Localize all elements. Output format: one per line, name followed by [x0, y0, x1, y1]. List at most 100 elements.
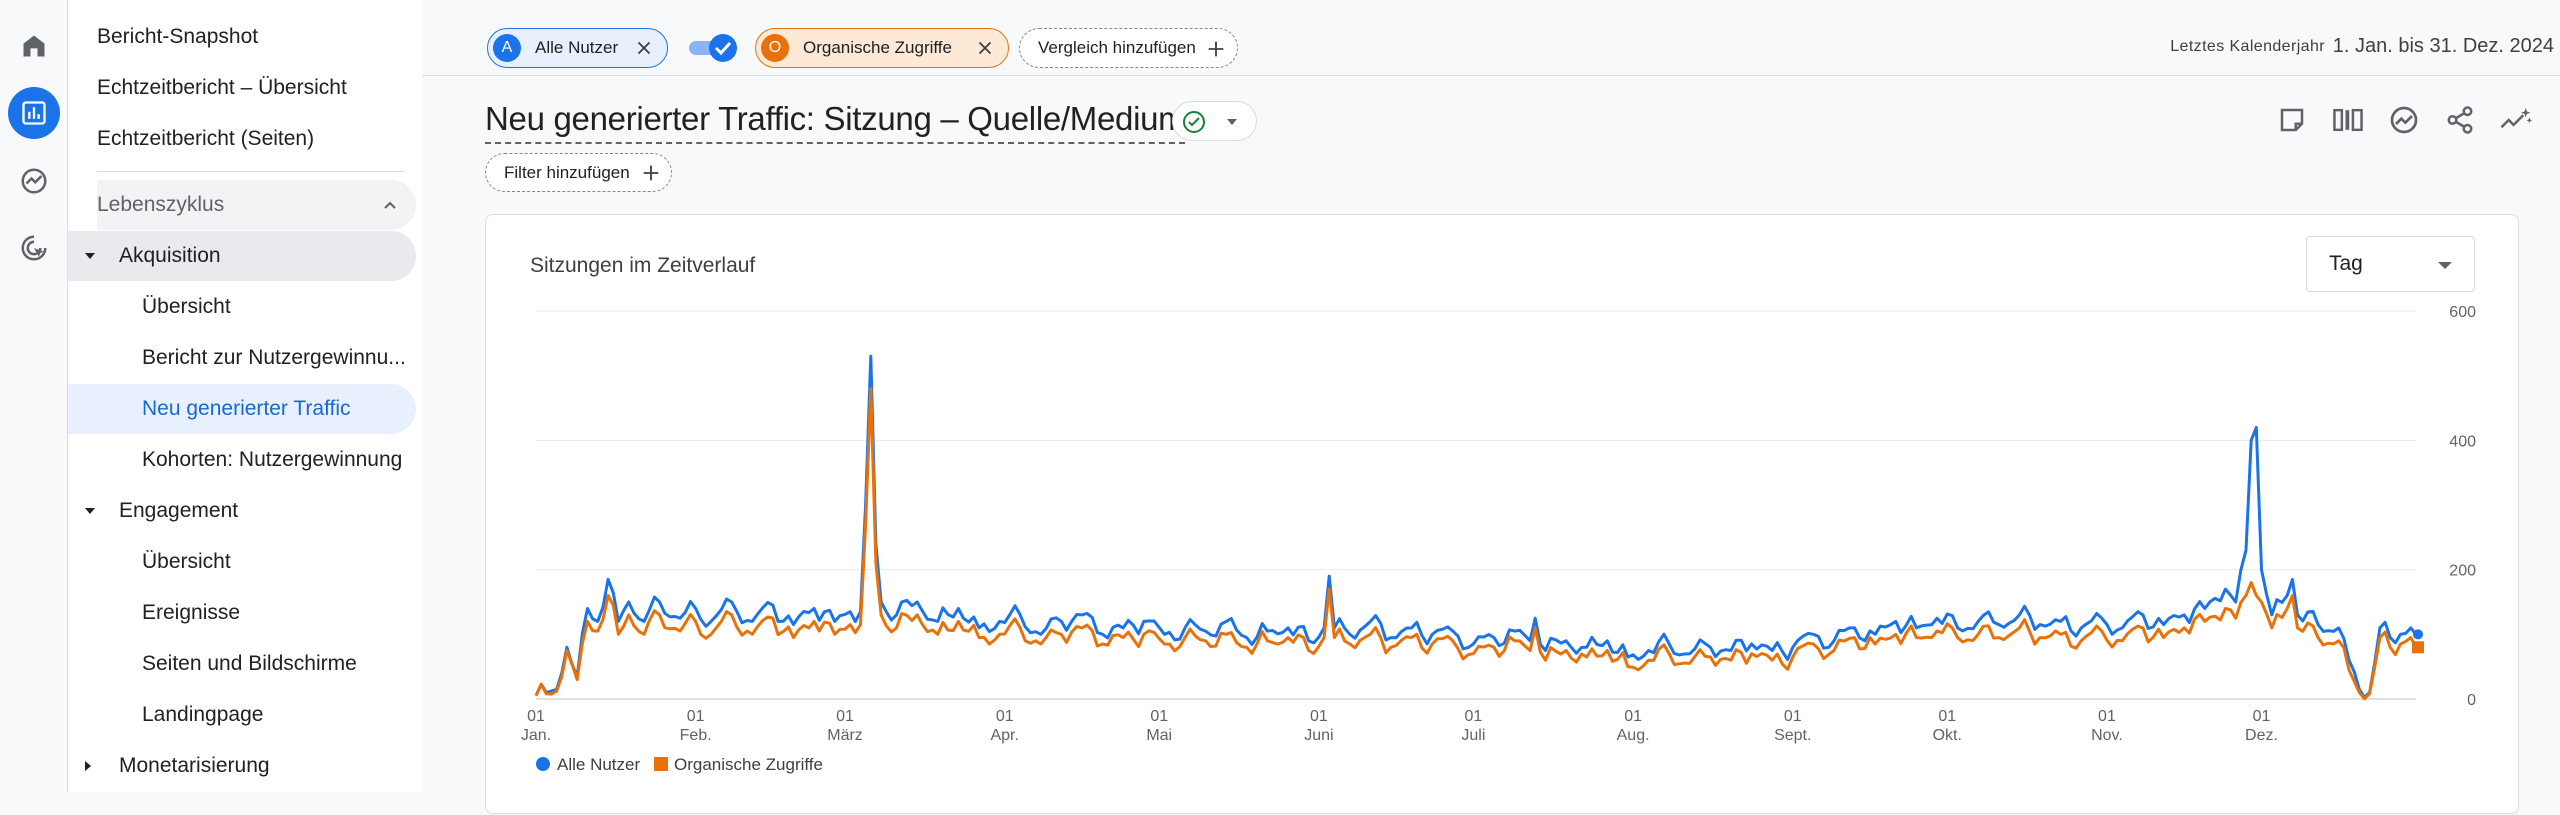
granularity-select[interactable]: Tag: [2306, 236, 2475, 292]
segment-label: Organische Zugriffe: [803, 38, 952, 57]
x-tick-day: 01: [1784, 708, 1802, 725]
sessions-line-chart: 0 200 400 600 01 Jan. 01 Feb. 01 März 01 Apr. 01 Mai 0…: [521, 304, 2476, 774]
nav-label: Echtzeitbericht (Seiten): [97, 127, 315, 150]
x-tick-month: Apr.: [990, 727, 1018, 744]
x-tick-day: 01: [2098, 708, 2116, 725]
nav-label: Echtzeitbericht – Übersicht: [97, 76, 347, 99]
nav-label: Lebenszyklus: [97, 193, 225, 216]
date-range-label[interactable]: Letztes Kalenderjahr: [2170, 38, 2325, 55]
nav-label: Ereignisse: [142, 601, 241, 624]
nav-pages-screens[interactable]: Seiten und Bildschirme: [68, 639, 416, 689]
nav-label: Neu generierter Traffic: [142, 397, 351, 420]
insights-trend-icon[interactable]: [2384, 100, 2424, 140]
nav-label: Monetarisierung: [119, 754, 270, 777]
granularity-value: Tag: [2329, 252, 2363, 275]
advertising-icon[interactable]: [8, 222, 60, 274]
caret-down-icon: [85, 253, 95, 259]
nav-traffic-acquisition[interactable]: Neu generierter Traffic: [68, 384, 416, 434]
customize-report-icon[interactable]: [2272, 100, 2312, 140]
series-end-marker: [2413, 629, 2423, 640]
nav-acquisition-overview[interactable]: Übersicht: [68, 282, 416, 332]
x-tick-month: Dez.: [2245, 727, 2278, 744]
compare-columns-icon[interactable]: [2328, 100, 2368, 140]
x-tick-day: 01: [687, 708, 705, 725]
nav-divider: [97, 171, 405, 172]
series-line-all-users: [534, 354, 2418, 699]
x-tick-month: Okt.: [1933, 727, 1962, 744]
nav-monetization[interactable]: Monetarisierung: [68, 741, 416, 791]
caret-down-icon: [1227, 119, 1237, 125]
nav-landing-page[interactable]: Landingpage: [68, 690, 416, 740]
chart-title: Sitzungen im Zeitverlauf: [530, 254, 756, 277]
nav-label: Übersicht: [142, 550, 231, 573]
nav-label: Bericht zur Nutzergewinnu...: [142, 346, 406, 369]
segment-label: Alle Nutzer: [535, 38, 619, 57]
x-tick-day: 01: [836, 708, 854, 725]
sessions-chart-card: Sitzungen im Zeitverlauf Tag 0 200 400 600 0…: [485, 214, 2519, 814]
nav-label: Kohorten: Nutzergewinnung: [142, 448, 403, 471]
x-tick-month: Juni: [1304, 727, 1333, 744]
reports-icon[interactable]: [8, 87, 60, 139]
nav-events[interactable]: Ereignisse: [68, 588, 416, 638]
x-tick-month: Mai: [1146, 727, 1172, 744]
main-content: A Alle Nutzer O Organische Zugriffe Verg…: [422, 0, 2560, 814]
x-tick-month: Jan.: [521, 727, 551, 744]
plus-icon: [643, 165, 659, 181]
icon-rail: [0, 0, 68, 792]
nav-user-acquisition[interactable]: Bericht zur Nutzergewinnu...: [68, 333, 416, 383]
nav-lifecycle-header[interactable]: Lebenszyklus: [97, 180, 416, 230]
legend-marker-organic: [654, 757, 668, 771]
nav-engagement-overview[interactable]: Übersicht: [68, 537, 416, 587]
x-tick-month: Aug.: [1617, 727, 1650, 744]
nav-acquisition-cohorts[interactable]: Kohorten: Nutzergewinnung: [68, 435, 416, 485]
segment-chip-all-users[interactable]: A Alle Nutzer: [487, 28, 668, 68]
legend-label: Alle Nutzer: [557, 755, 640, 774]
chevron-up-icon: [384, 201, 396, 209]
nav-acquisition[interactable]: Akquisition: [68, 231, 416, 281]
y-tick-label: 200: [2449, 563, 2476, 580]
date-range-value[interactable]: 1. Jan. bis 31. Dez. 2024: [2332, 35, 2554, 57]
share-icon[interactable]: [2440, 100, 2480, 140]
report-navigation: Bericht-Snapshot Echtzeitbericht – Übers…: [68, 0, 422, 792]
series-line-organic: [534, 387, 2418, 701]
legend-marker-all-users: [536, 757, 550, 771]
segment-badge: A: [493, 34, 521, 62]
nav-label: Übersicht: [142, 295, 231, 318]
y-tick-label: 400: [2449, 433, 2476, 450]
home-icon[interactable]: [8, 20, 60, 72]
x-tick-month: Feb.: [680, 727, 712, 744]
x-tick-month: Sept.: [1774, 727, 1811, 744]
nav-engagement[interactable]: Engagement: [68, 486, 416, 536]
nav-label: Seiten und Bildschirme: [142, 652, 357, 675]
x-tick-day: 01: [1310, 708, 1328, 725]
nav-label: Akquisition: [119, 244, 221, 267]
comparison-toggle[interactable]: [687, 32, 739, 64]
caret-down-icon: [85, 508, 95, 514]
x-tick-month: Juli: [1461, 727, 1485, 744]
add-filter-label: Filter hinzufügen: [504, 162, 630, 182]
series-end-marker: [2412, 641, 2424, 654]
insights-sparkle-icon[interactable]: [2496, 100, 2536, 140]
caret-down-icon: [2438, 262, 2452, 269]
x-tick-month: März: [827, 727, 863, 744]
nav-realtime-pages[interactable]: Echtzeitbericht (Seiten): [68, 114, 408, 164]
comparison-bar: A Alle Nutzer O Organische Zugriffe Verg…: [422, 0, 2560, 76]
x-tick-day: 01: [1624, 708, 1642, 725]
page-title[interactable]: Neu generierter Traffic: Sitzung – Quell…: [485, 100, 1186, 144]
add-comparison-label: Vergleich hinzufügen: [1038, 38, 1196, 57]
nav-report-snapshot[interactable]: Bericht-Snapshot: [68, 12, 408, 62]
nav-realtime-overview[interactable]: Echtzeitbericht – Übersicht: [68, 63, 408, 113]
add-comparison-button[interactable]: Vergleich hinzufügen: [1019, 28, 1238, 68]
nav-label: Bericht-Snapshot: [97, 25, 259, 48]
x-tick-day: 01: [1465, 708, 1483, 725]
close-icon[interactable]: [633, 37, 655, 59]
x-tick-month: Nov.: [2091, 727, 2123, 744]
nav-label: Engagement: [119, 499, 239, 522]
check-circle-icon: [1183, 111, 1205, 133]
explore-icon[interactable]: [8, 155, 60, 207]
segment-chip-organic[interactable]: O Organische Zugriffe: [755, 28, 1009, 68]
y-tick-label: 600: [2449, 304, 2476, 321]
close-icon[interactable]: [974, 37, 996, 59]
report-status-dropdown[interactable]: [1172, 101, 1257, 141]
add-filter-button[interactable]: Filter hinzufügen: [485, 153, 672, 192]
